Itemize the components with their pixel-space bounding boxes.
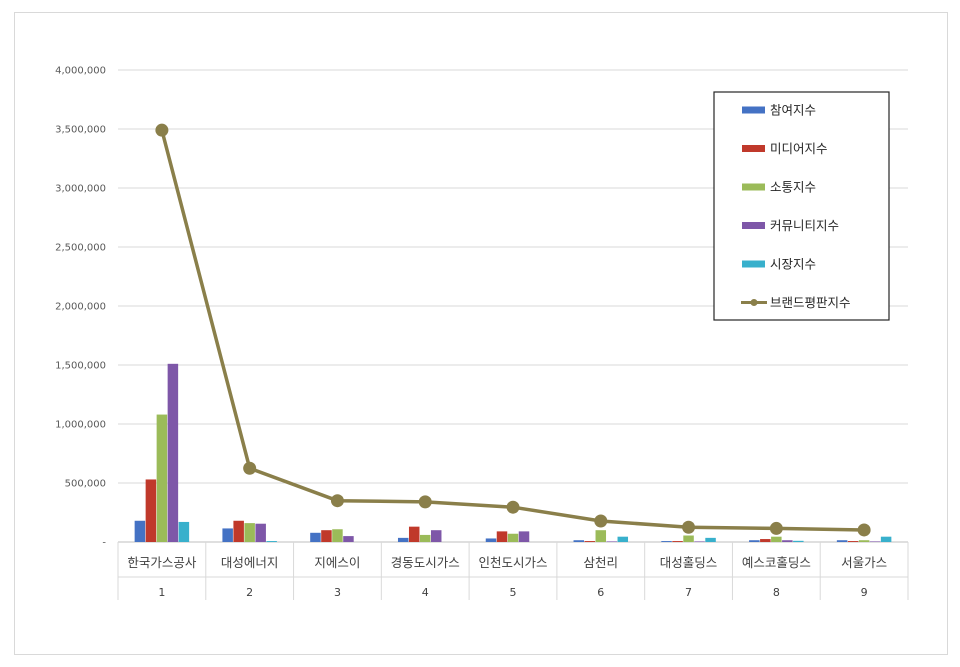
bar bbox=[266, 541, 277, 542]
legend-label: 커뮤니티지수 bbox=[770, 218, 839, 233]
y-tick-label: 1,000,000 bbox=[55, 420, 106, 431]
legend-swatch bbox=[742, 183, 765, 191]
bar bbox=[408, 526, 420, 542]
bar bbox=[156, 414, 168, 542]
bar bbox=[222, 528, 233, 542]
x-category-label: 예스코홀딩스 bbox=[742, 555, 811, 570]
x-rank-label: 6 bbox=[597, 586, 604, 599]
bar bbox=[880, 536, 892, 542]
line-point bbox=[769, 521, 783, 535]
x-rank-label: 7 bbox=[685, 586, 692, 599]
y-tick-label: 2,000,000 bbox=[55, 302, 106, 313]
bar bbox=[178, 521, 190, 542]
y-tick-label: 4,000,000 bbox=[55, 66, 106, 77]
legend-swatch bbox=[742, 145, 765, 152]
bar bbox=[167, 363, 179, 542]
bar bbox=[771, 536, 782, 542]
bars bbox=[134, 363, 892, 542]
bar bbox=[430, 530, 442, 542]
y-tick-label: 1,500,000 bbox=[55, 361, 106, 372]
bar bbox=[496, 531, 508, 542]
bar bbox=[793, 540, 804, 542]
line-point bbox=[418, 495, 432, 509]
bar bbox=[869, 541, 881, 542]
bar bbox=[694, 541, 705, 542]
legend-label: 미디어지수 bbox=[770, 141, 828, 156]
y-tick-label: 2,500,000 bbox=[55, 243, 106, 254]
line-point bbox=[155, 123, 169, 137]
bar bbox=[145, 479, 157, 542]
bar bbox=[134, 520, 146, 542]
bar bbox=[518, 531, 530, 542]
line-point bbox=[243, 461, 257, 475]
y-tick-label: 3,000,000 bbox=[55, 184, 106, 195]
x-axis: 한국가스공사 1 대성에너지 2 지에스이 3 경동도시가스 4 인천도시가스 5 삼천리 6 대성홀딩… bbox=[117, 542, 909, 600]
bar bbox=[233, 520, 244, 542]
legend-swatch bbox=[742, 222, 765, 229]
bar bbox=[683, 535, 694, 542]
x-rank-label: 3 bbox=[334, 586, 341, 599]
legend-line-marker bbox=[750, 299, 758, 306]
line-point bbox=[506, 500, 520, 514]
bar bbox=[858, 540, 870, 542]
line-point bbox=[594, 514, 608, 528]
line-point bbox=[330, 494, 344, 508]
x-category-label: 삼천리 bbox=[584, 555, 619, 570]
y-tick-label: - bbox=[102, 538, 106, 549]
y-tick-label: 500,000 bbox=[65, 479, 106, 490]
x-category-label: 대성에너지 bbox=[221, 555, 279, 570]
x-category-label: 한국가스공사 bbox=[127, 555, 197, 570]
bar bbox=[244, 523, 255, 542]
legend-label: 시장지수 bbox=[770, 257, 816, 272]
legend-swatch bbox=[742, 106, 765, 114]
x-category-label: 지에스이 bbox=[314, 555, 360, 570]
bar bbox=[419, 534, 431, 542]
bar bbox=[573, 540, 585, 542]
bar bbox=[760, 539, 771, 542]
x-category-label: 대성홀딩스 bbox=[660, 555, 718, 570]
bar bbox=[661, 541, 672, 542]
x-category-label: 경동도시가스 bbox=[391, 555, 460, 570]
bar bbox=[485, 538, 497, 542]
line-point bbox=[857, 523, 871, 537]
bar bbox=[705, 537, 716, 542]
x-rank-label: 9 bbox=[861, 586, 868, 599]
bar bbox=[310, 532, 321, 542]
line-point bbox=[682, 520, 696, 534]
bar bbox=[343, 536, 354, 542]
x-rank-label: 4 bbox=[422, 586, 429, 599]
legend-label: 참여지수 bbox=[770, 103, 816, 118]
bar bbox=[507, 533, 519, 542]
legend-label: 소통지수 bbox=[770, 180, 816, 195]
legend-swatch bbox=[742, 260, 765, 268]
bar bbox=[782, 540, 793, 542]
x-rank-label: 8 bbox=[773, 586, 780, 599]
bar bbox=[332, 529, 343, 542]
bar bbox=[672, 541, 683, 542]
y-axis-ticks: - 500,000 1,000,000 1,500,000 2,000,000 2,500… bbox=[55, 66, 106, 549]
legend-label: 브랜드평판지수 bbox=[770, 295, 851, 310]
x-rank-label: 1 bbox=[158, 586, 165, 599]
bar bbox=[847, 541, 859, 542]
x-rank-label: 2 bbox=[246, 586, 253, 599]
bar bbox=[397, 537, 409, 542]
line-series bbox=[155, 123, 871, 537]
bar bbox=[584, 541, 596, 542]
y-tick-label: 3,500,000 bbox=[55, 125, 106, 136]
x-category-label: 인천도시가스 bbox=[478, 555, 547, 570]
x-rank-label: 5 bbox=[510, 586, 517, 599]
bar bbox=[606, 541, 618, 542]
bar bbox=[836, 540, 848, 542]
bar bbox=[255, 523, 266, 542]
bar bbox=[749, 540, 760, 542]
bar bbox=[595, 530, 607, 542]
bar bbox=[617, 536, 629, 542]
x-category-label: 서울가스 bbox=[841, 555, 887, 570]
bar bbox=[321, 530, 332, 542]
legend-box bbox=[713, 91, 890, 321]
